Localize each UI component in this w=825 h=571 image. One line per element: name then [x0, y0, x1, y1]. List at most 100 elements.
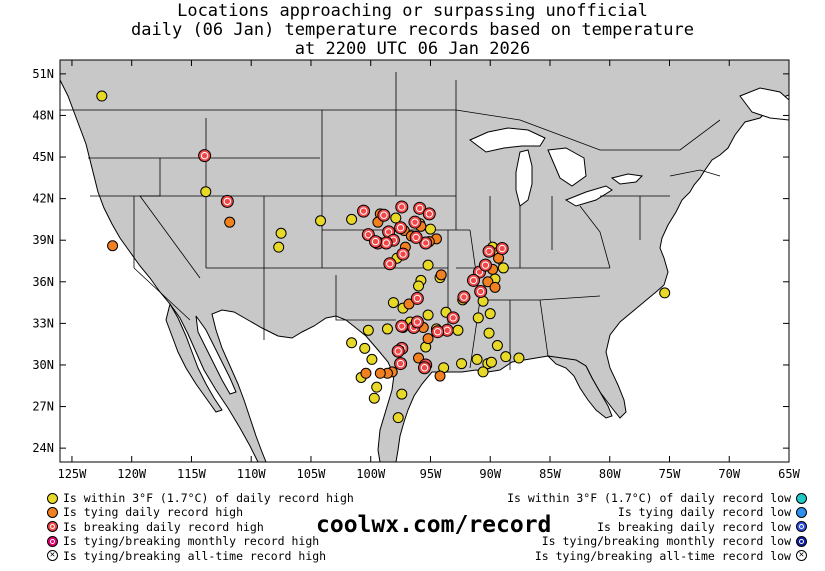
station-tying-high — [374, 367, 386, 379]
lon-label: 105W — [297, 467, 327, 481]
legend-marker-monthly-low — [796, 535, 807, 547]
station-within-high — [362, 324, 374, 336]
legend-marker-within-high — [47, 492, 58, 504]
legend-row: Is breaking daily record high — [47, 520, 354, 534]
lon-label: 85W — [539, 467, 561, 481]
legend-label: Is tying daily record low — [617, 505, 791, 520]
lake-superior — [469, 127, 546, 153]
station-within-high — [484, 308, 496, 320]
legend-row: Is tying/breaking all-time record low ✕ — [507, 549, 807, 563]
lon-label: 120W — [117, 467, 147, 481]
station-tying-high — [107, 240, 119, 252]
axis-ticks — [60, 60, 790, 462]
lake-huron — [547, 147, 587, 187]
station-breaking-high — [410, 315, 424, 329]
legend-marker-breaking-high — [47, 521, 58, 533]
lake-ontario — [610, 173, 644, 185]
lat-label: 30N — [32, 358, 54, 372]
station-breaking-high — [495, 242, 509, 256]
legend-label: Is tying/breaking all-time record low — [534, 548, 791, 563]
station-breaking-high — [422, 207, 436, 221]
legend-marker-tying-high — [47, 507, 58, 519]
station-within-high — [483, 327, 495, 339]
station-breaking-high — [478, 258, 492, 272]
station-breaking-high — [394, 221, 408, 235]
station-within-high — [275, 227, 287, 239]
station-within-high — [200, 186, 212, 198]
florida — [546, 355, 613, 419]
lon-label: 70W — [718, 467, 740, 481]
legend-marker-alltime: ✕ — [47, 550, 58, 562]
legend-label: Is breaking daily record high — [63, 519, 264, 534]
station-within-high — [485, 356, 497, 368]
lon-label: 125W — [57, 467, 87, 481]
station-breaking-high — [396, 247, 410, 261]
lon-label: 95W — [420, 467, 442, 481]
lat-label: 27N — [32, 400, 54, 414]
title-line-3: at 2200 UTC 06 Jan 2026 — [294, 39, 531, 59]
station-breaking-high — [220, 194, 234, 208]
station-breaking-high — [357, 204, 371, 218]
chart-title: Locations approaching or surpassing unof… — [0, 2, 825, 59]
station-breaking-high — [446, 311, 460, 325]
legend-label: Is tying/breaking all-time record high — [63, 548, 327, 563]
lat-label: 42N — [32, 192, 54, 206]
legend-high: Is within 3°F (1.7°C) of daily record hi… — [47, 491, 354, 563]
legend-row: ✕ Is tying/breaking all-time record high — [47, 549, 354, 563]
station-breaking-high — [466, 273, 480, 287]
legend-marker-breaking-low — [796, 521, 807, 533]
station-within-high — [387, 297, 399, 309]
gulf-of-california — [195, 315, 237, 395]
station-within-high — [315, 215, 327, 227]
station-within-high — [392, 412, 404, 424]
lake-erie — [564, 185, 613, 207]
title-line-2: daily (06 Jan) temperature records based… — [131, 20, 694, 40]
station-breaking-high — [413, 201, 427, 215]
station-within-high — [456, 358, 468, 370]
station-breaking-high — [457, 290, 471, 304]
legend-label: Is tying/breaking monthly record low — [541, 534, 791, 549]
station-within-high — [346, 337, 358, 349]
station-within-high — [471, 353, 483, 365]
station-within-high — [396, 388, 408, 400]
lat-label: 33N — [32, 316, 54, 330]
station-within-high — [371, 381, 383, 393]
legend-row: Is breaking daily record low — [507, 520, 807, 534]
lake-michigan — [515, 149, 533, 207]
legend-row: Is tying daily record high — [47, 505, 354, 519]
station-breaking-high — [408, 215, 422, 229]
station-within-high — [381, 323, 393, 335]
station-breaking-high — [379, 236, 393, 250]
station-within-high — [346, 213, 358, 225]
lon-label: 115W — [177, 467, 207, 481]
legend-marker-alltime: ✕ — [796, 550, 807, 562]
lat-label: 24N — [32, 441, 54, 455]
station-tying-high — [489, 281, 501, 293]
legend-label: Is breaking daily record low — [597, 519, 791, 534]
station-within-high — [513, 352, 525, 364]
station-within-high — [659, 287, 671, 299]
lon-label: 65W — [778, 467, 800, 481]
station-tying-high — [434, 370, 446, 382]
station-within-high — [497, 262, 509, 274]
station-breaking-high — [431, 325, 445, 339]
station-within-high — [452, 324, 464, 336]
legend-low: Is within 3°F (1.7°C) of daily record lo… — [507, 491, 807, 563]
lon-label: 75W — [659, 467, 681, 481]
lat-label: 36N — [32, 275, 54, 289]
station-within-high — [472, 312, 484, 324]
station-markers — [96, 90, 671, 424]
station-within-high — [422, 309, 434, 321]
station-tying-high — [482, 276, 494, 288]
gulf-of-st-lawrence — [739, 87, 789, 121]
lat-label: 45N — [32, 150, 54, 164]
longitude-labels: 125W 120W 115W 110W 105W 100W 95W 90W 85W 80W 75W 7… — [57, 467, 800, 481]
station-within-high — [413, 280, 425, 292]
title-line-1: Locations approaching or surpassing unof… — [177, 1, 648, 21]
station-tying-high — [224, 216, 236, 228]
station-within-high — [96, 90, 108, 102]
station-within-high — [500, 351, 512, 363]
station-within-high — [477, 366, 489, 378]
station-breaking-high — [377, 208, 391, 222]
